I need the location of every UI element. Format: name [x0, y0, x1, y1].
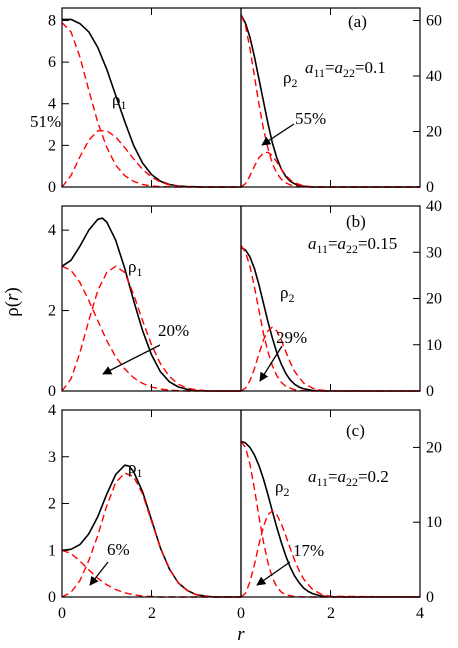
- y-tick-label: 6: [48, 54, 56, 71]
- parameter-label: a11=a22=0.1: [305, 58, 386, 80]
- component-density-line-2: [61, 472, 241, 598]
- parameter-label: a11=a22=0.15: [308, 234, 397, 256]
- annotation-arrow: [102, 344, 161, 375]
- y-tick-label: 2: [48, 496, 56, 513]
- y-tick-label: 4: [48, 402, 56, 419]
- y-tick-label: 4: [48, 222, 56, 239]
- curve-label: ρ2: [275, 477, 289, 499]
- plot-frame: [61, 7, 242, 188]
- annotation-arrow: [259, 345, 283, 382]
- x-tick-label: 0: [237, 605, 245, 622]
- percentage-annotation: 29%: [276, 328, 307, 347]
- curve-label: ρ1: [128, 458, 142, 480]
- y-tick-label: 0: [48, 179, 56, 196]
- component-density-line-2: [61, 130, 241, 188]
- percentage-annotation: 6%: [107, 540, 130, 559]
- y-tick-label: 20: [426, 123, 442, 140]
- panel-tag: (a): [348, 12, 367, 31]
- y-tick-label: 20: [426, 291, 442, 308]
- total-density-line: [240, 14, 420, 188]
- component-density-line-1: [61, 265, 241, 392]
- y-tick-label: 0: [48, 383, 56, 400]
- percentage-annotation: 51%: [30, 112, 61, 131]
- plot-frame: [240, 7, 421, 188]
- panel-tag: (c): [346, 421, 365, 440]
- panel-a-right: 0 20 40 60: [240, 7, 442, 196]
- plot-frame: [61, 205, 242, 392]
- plot-frame: [61, 409, 242, 598]
- total-density-line: [61, 464, 241, 598]
- x-tick-label: 0: [58, 605, 66, 622]
- x-tick-label: 2: [327, 605, 335, 622]
- x-axis-label: r: [237, 624, 245, 643]
- y-tick-label: 0: [426, 383, 434, 400]
- component-density-line-1: [240, 440, 420, 598]
- percentage-annotation: 20%: [158, 321, 189, 340]
- component-density-line-1: [240, 14, 420, 188]
- y-tick-label: 40: [426, 68, 442, 85]
- y-axis-label: ρ(r): [2, 287, 23, 317]
- total-density-line: [62, 18, 241, 188]
- plot-frame: [240, 409, 421, 598]
- y-tick-label: 10: [426, 337, 442, 354]
- annotation-arrow: [89, 561, 109, 586]
- panel-c-right: 0 10 20: [240, 409, 442, 606]
- y-tick-label: 3: [48, 449, 56, 466]
- percentage-annotation: 17%: [293, 541, 324, 560]
- curve-label: ρ2: [280, 283, 294, 305]
- component-density-line-1: [61, 549, 241, 598]
- y-tick-label: 2: [48, 303, 56, 320]
- panel-b-left: 0 2 4: [48, 205, 242, 400]
- panel-b-right: 0 10 20 30 40: [240, 198, 442, 400]
- component-density-line-1: [61, 22, 241, 188]
- parameter-label: a11=a22=0.2: [308, 467, 389, 489]
- y-tick-label: 0: [426, 589, 434, 606]
- component-density-line-2: [240, 326, 421, 392]
- total-density-line: [61, 217, 241, 392]
- curve-label: ρ2: [283, 68, 297, 90]
- curve-label: ρ1: [128, 257, 142, 279]
- annotation-arrow: [256, 561, 291, 586]
- component-density-line-2: [240, 151, 420, 188]
- component-density-line-2: [61, 265, 241, 392]
- y-tick-label: 40: [426, 198, 442, 215]
- y-tick-label: 2: [48, 137, 56, 154]
- annotation-arrow: [261, 123, 295, 146]
- y-tick-label: 10: [426, 514, 442, 531]
- component-density-line-1: [240, 244, 420, 392]
- x-tick-label: 4: [416, 605, 424, 622]
- panel-tag: (b): [346, 212, 366, 231]
- curve-label: ρ1: [112, 90, 126, 112]
- y-tick-label: 20: [426, 439, 442, 456]
- y-tick-label: 0: [48, 589, 56, 606]
- y-tick-label: 60: [426, 12, 442, 29]
- y-tick-label: 8: [48, 12, 56, 29]
- percentage-annotation: 55%: [295, 109, 326, 128]
- x-tick-label: 2: [148, 605, 156, 622]
- total-density-line: [240, 440, 420, 598]
- panel-a-left: 0 2 4 6 8: [48, 7, 242, 196]
- panel-c-left: 0 1 2 3 4: [48, 402, 242, 606]
- y-tick-label: 30: [426, 244, 442, 261]
- component-density-line-2: [240, 510, 421, 598]
- y-tick-label: 1: [48, 542, 56, 559]
- y-tick-label: 0: [426, 179, 434, 196]
- y-tick-label: 4: [48, 96, 56, 113]
